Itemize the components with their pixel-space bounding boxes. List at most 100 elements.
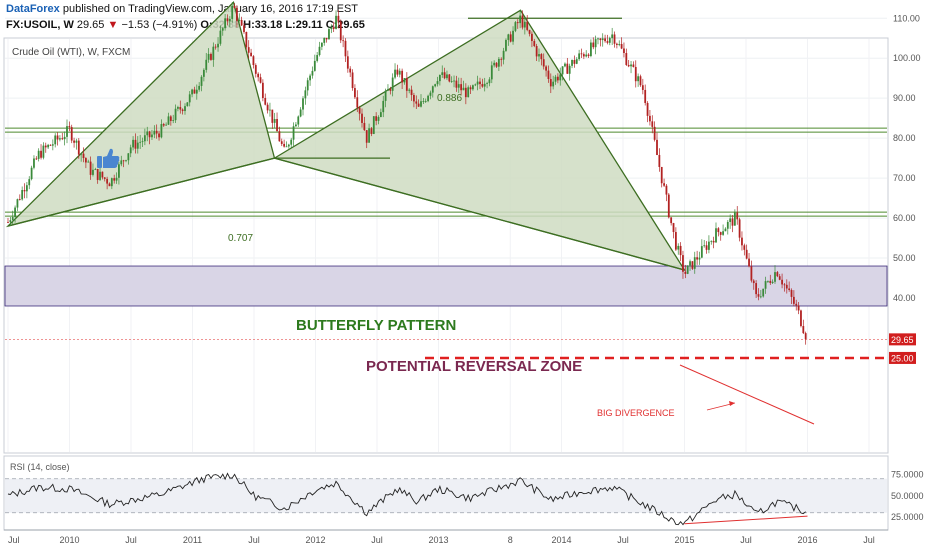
candle-body bbox=[261, 82, 264, 98]
candle-body bbox=[783, 284, 786, 286]
candle-body bbox=[143, 135, 146, 142]
candle-body bbox=[521, 15, 524, 28]
candle-body bbox=[302, 98, 304, 110]
candle-body bbox=[113, 178, 116, 181]
candle-body bbox=[96, 169, 99, 180]
candle-body bbox=[505, 39, 507, 51]
candle-body bbox=[804, 333, 807, 340]
candle-body bbox=[186, 102, 189, 107]
candle-body bbox=[729, 218, 732, 222]
candle-body bbox=[672, 223, 675, 233]
candle-body bbox=[240, 19, 243, 26]
candle-body bbox=[224, 18, 227, 29]
candle-body bbox=[488, 79, 491, 84]
candle-body bbox=[417, 103, 420, 107]
candle-body bbox=[323, 37, 326, 43]
candle-body bbox=[797, 305, 800, 311]
candle-body bbox=[540, 54, 543, 60]
candle-body bbox=[99, 171, 101, 180]
candle-body bbox=[238, 19, 241, 21]
candle-body bbox=[283, 143, 286, 147]
candle-body bbox=[84, 158, 87, 163]
candle-body bbox=[278, 131, 281, 142]
candle-body bbox=[115, 177, 118, 181]
thumbs-up-icon[interactable] bbox=[97, 148, 120, 168]
candle-body bbox=[646, 102, 649, 116]
candle-body bbox=[533, 40, 536, 47]
candle-body bbox=[427, 95, 429, 102]
candle-body bbox=[25, 185, 28, 192]
candle-body bbox=[398, 70, 401, 75]
candle-body bbox=[122, 160, 125, 162]
x-tick-label: 2013 bbox=[428, 535, 448, 545]
published-text: published on TradingView.com, January 16… bbox=[62, 3, 359, 15]
candle-body bbox=[51, 144, 54, 146]
y-tick-label: 60.00 bbox=[893, 213, 916, 223]
candle-body bbox=[623, 48, 625, 53]
candle-body bbox=[375, 116, 378, 121]
candle-body bbox=[254, 65, 257, 74]
candle-body bbox=[752, 280, 755, 284]
candle-body bbox=[132, 139, 134, 148]
candle-body bbox=[627, 64, 630, 67]
candle-body bbox=[377, 117, 380, 121]
candle-body bbox=[351, 72, 354, 89]
candle-body bbox=[155, 130, 158, 134]
candle-body bbox=[200, 76, 203, 86]
candle-body bbox=[269, 109, 271, 111]
candle-body bbox=[696, 257, 699, 260]
candle-body bbox=[318, 46, 321, 56]
candle-body bbox=[356, 97, 359, 108]
candle-body bbox=[708, 241, 710, 250]
candle-body bbox=[564, 63, 566, 67]
candle-body bbox=[61, 138, 64, 140]
candle-body bbox=[304, 90, 307, 99]
candle-body bbox=[266, 104, 269, 111]
candle-body bbox=[120, 160, 123, 165]
candle-body bbox=[476, 81, 479, 85]
candle-body bbox=[462, 87, 465, 91]
publisher-name[interactable]: DataForex bbox=[6, 3, 60, 15]
candle-body bbox=[228, 18, 231, 22]
candle-body bbox=[325, 37, 328, 40]
candle-body bbox=[573, 60, 576, 64]
candle-body bbox=[92, 169, 94, 175]
candle-body bbox=[368, 128, 370, 143]
candle-body bbox=[677, 245, 680, 250]
candle-body bbox=[221, 28, 224, 31]
candle-body bbox=[575, 59, 578, 64]
candle-body bbox=[410, 89, 413, 96]
candle-body bbox=[54, 135, 57, 145]
candle-body bbox=[455, 80, 458, 88]
rsi-line bbox=[7, 472, 806, 526]
candle-body bbox=[615, 43, 618, 45]
candle-body bbox=[328, 29, 330, 40]
candle-body bbox=[169, 116, 172, 121]
candle-body bbox=[391, 77, 394, 91]
x-tick-label: Jul bbox=[248, 535, 260, 545]
candle-body bbox=[717, 228, 720, 233]
candle-body bbox=[330, 27, 333, 30]
candle-body bbox=[561, 66, 564, 75]
candle-body bbox=[519, 15, 522, 24]
candle-body bbox=[722, 231, 724, 235]
candle-body bbox=[193, 89, 196, 94]
candle-body bbox=[49, 144, 52, 146]
candle-body bbox=[342, 40, 345, 42]
candle-body bbox=[387, 89, 389, 91]
candle-body bbox=[290, 139, 293, 145]
candle-body bbox=[259, 77, 262, 83]
candle-body bbox=[56, 135, 59, 140]
candle-body bbox=[358, 107, 361, 114]
candle-body bbox=[346, 56, 349, 69]
y-tick-label: 40.00 bbox=[893, 293, 916, 303]
candle-body bbox=[705, 245, 708, 250]
candle-body bbox=[405, 78, 408, 91]
candle-body bbox=[94, 169, 97, 170]
candle-body bbox=[205, 59, 208, 70]
price-divergence-line bbox=[679, 364, 815, 425]
candle-body bbox=[479, 81, 481, 85]
candle-body bbox=[177, 107, 179, 109]
candle-body bbox=[693, 257, 696, 269]
